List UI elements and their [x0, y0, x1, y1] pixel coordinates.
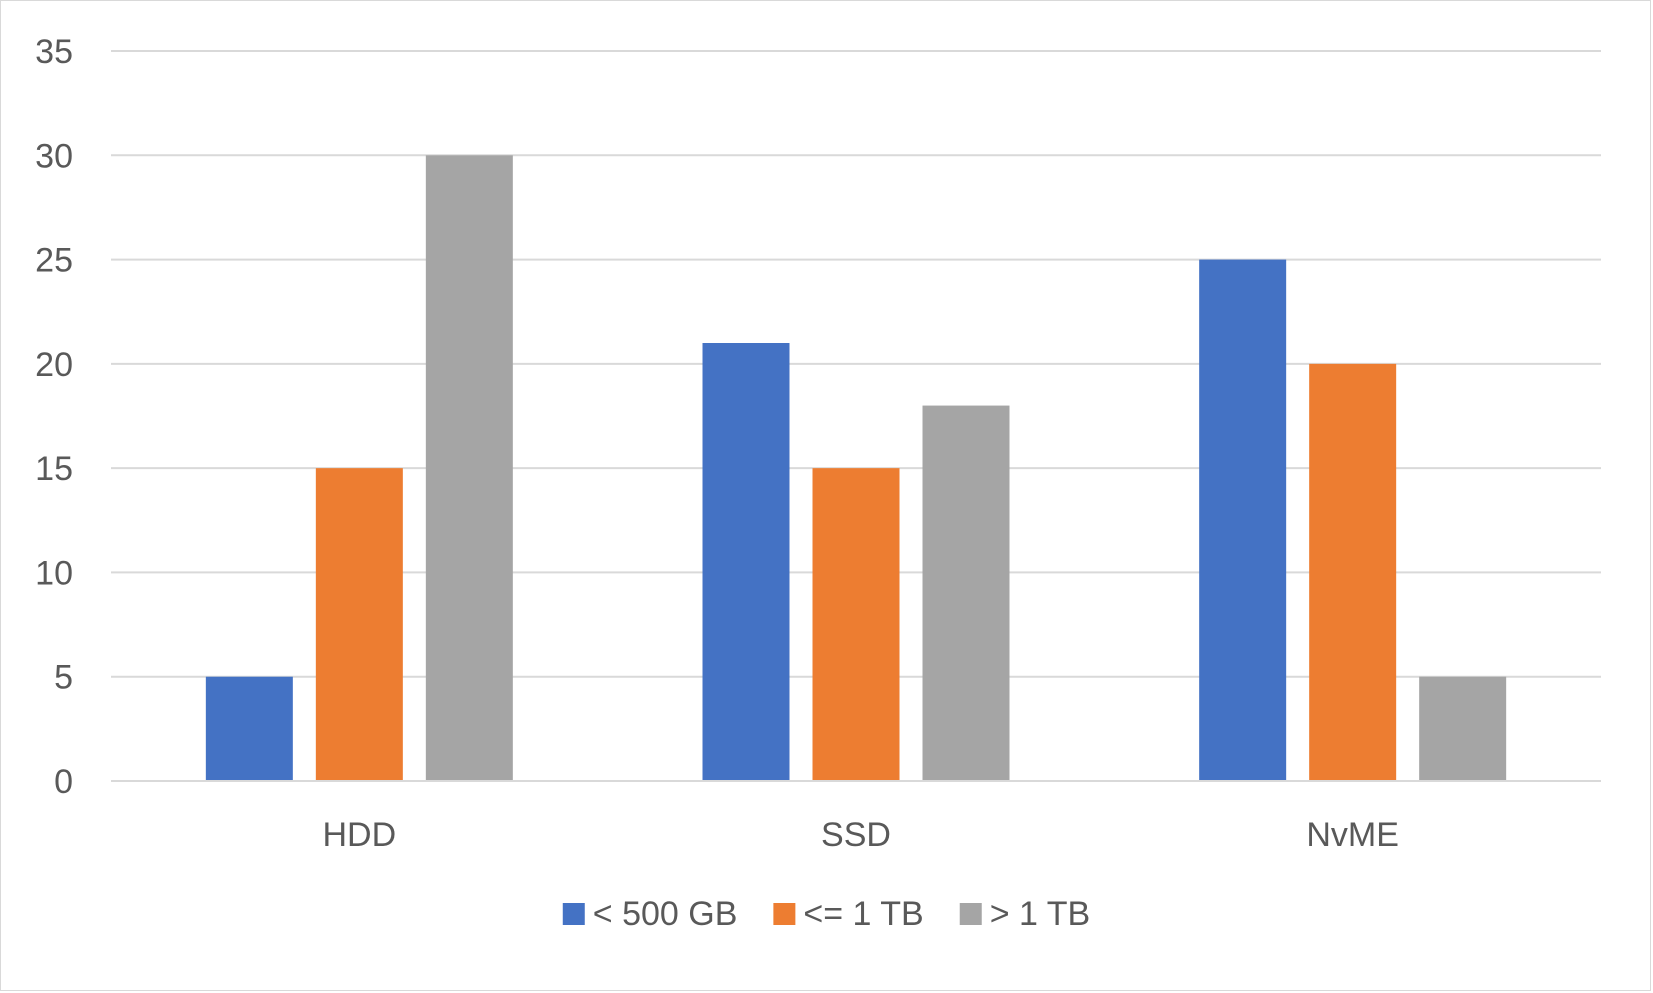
legend-swatch — [562, 903, 585, 925]
legend-label: > 1 TB — [990, 895, 1091, 933]
bar-nvme-series-2 — [1309, 363, 1397, 781]
y-tick-label: 10 — [35, 554, 73, 592]
y-tick-label: 0 — [54, 763, 73, 801]
legend: < 500 GB <= 1 TB > 1 TB — [562, 895, 1091, 933]
bar-ssd-series-1 — [702, 343, 790, 781]
y-axis-tick-labels: 0 5 10 15 20 25 30 35 — [35, 33, 73, 801]
bar-hdd-series-1 — [205, 676, 293, 781]
bar-ssd-series-2 — [812, 468, 900, 781]
bar-hdd-series-2 — [315, 468, 403, 781]
legend-label: < 500 GB — [593, 895, 738, 933]
bar-nvme-series-1 — [1199, 259, 1287, 782]
legend-swatch — [773, 903, 796, 925]
y-tick-label: 5 — [54, 659, 73, 697]
legend-swatch — [959, 903, 982, 925]
y-tick-label: 30 — [35, 137, 73, 175]
x-category-label: SSD — [821, 816, 891, 854]
bar-ssd-series-3 — [922, 405, 1010, 781]
y-tick-label: 35 — [35, 33, 73, 71]
y-tick-label: 25 — [35, 242, 73, 280]
legend-label: <= 1 TB — [803, 895, 923, 933]
y-tick-label: 20 — [35, 346, 73, 384]
x-axis-category-labels: HDD SSD NvME — [322, 816, 1398, 854]
x-category-label: HDD — [322, 816, 396, 854]
bar-hdd-series-3 — [425, 155, 513, 782]
x-category-label: NvME — [1306, 816, 1399, 854]
bar-nvme-series-3 — [1419, 676, 1507, 781]
y-tick-label: 15 — [35, 450, 73, 488]
bars — [205, 155, 1507, 782]
